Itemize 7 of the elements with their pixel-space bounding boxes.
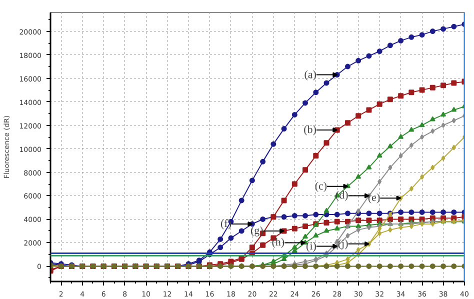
annotation: (e) [368,192,380,204]
annotation: (a) [304,68,317,81]
annotation: (i) [306,240,317,252]
annotation: (h) [272,236,285,249]
annotation: (g) [250,224,264,237]
annotation: (c) [314,180,328,192]
annotation: (b) [304,124,317,136]
